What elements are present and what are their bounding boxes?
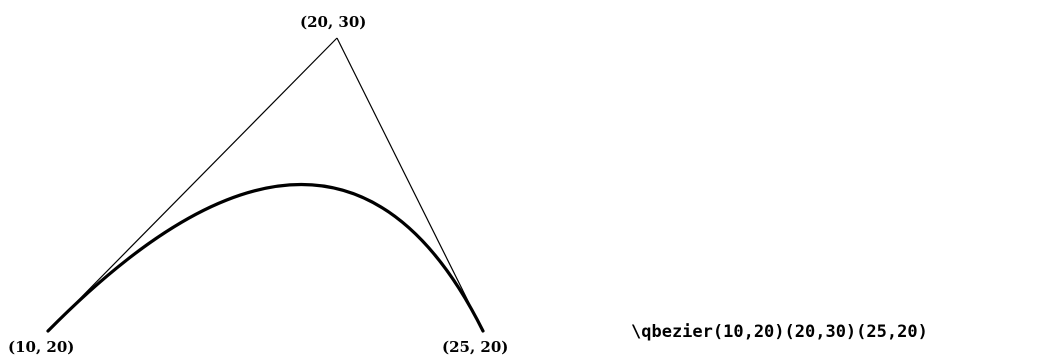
qbezier-command: \qbezier(10,20)(20,30)(25,20) — [631, 322, 928, 342]
bezier-curve — [46, 182, 485, 333]
start-point-label: (10, 20) — [8, 338, 74, 356]
control-line-control-to-end — [336, 37, 484, 332]
end-point-label: (25, 20) — [442, 338, 508, 356]
control-line-start-to-control — [47, 37, 338, 332]
control-point-label: (20, 30) — [300, 13, 366, 31]
